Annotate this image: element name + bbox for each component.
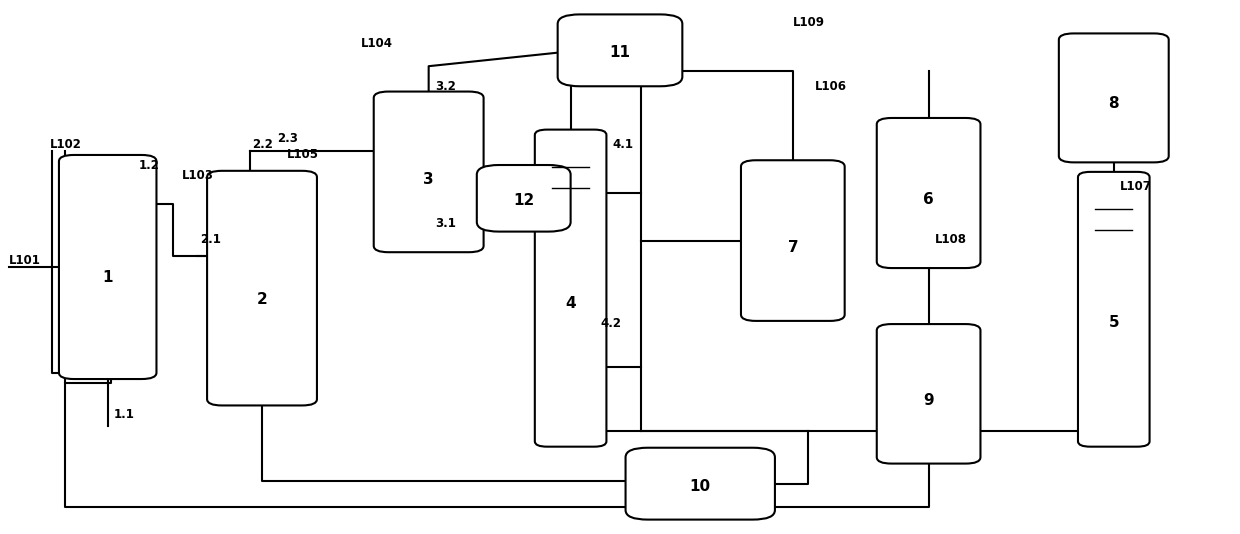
Text: 9: 9 [924, 392, 934, 407]
FancyBboxPatch shape [558, 14, 682, 87]
Text: 2.3: 2.3 [277, 132, 298, 145]
FancyBboxPatch shape [742, 160, 844, 321]
Text: 5: 5 [1109, 315, 1118, 330]
Text: L106: L106 [815, 80, 847, 92]
FancyBboxPatch shape [373, 91, 484, 252]
Text: L108: L108 [935, 233, 967, 246]
Text: L102: L102 [50, 138, 82, 151]
Text: 11: 11 [610, 45, 630, 60]
Text: L107: L107 [1120, 180, 1152, 193]
Text: 7: 7 [787, 240, 799, 255]
Text: 4.2: 4.2 [600, 317, 621, 331]
FancyBboxPatch shape [1059, 34, 1169, 162]
Text: 2: 2 [257, 292, 268, 307]
Text: 8: 8 [1109, 96, 1118, 111]
Text: L101: L101 [9, 254, 41, 267]
FancyBboxPatch shape [625, 447, 775, 520]
Text: 3.2: 3.2 [435, 80, 456, 92]
Text: 10: 10 [689, 479, 711, 494]
Text: 3.1: 3.1 [435, 217, 456, 230]
Text: 4.1: 4.1 [613, 138, 634, 151]
Text: 6: 6 [924, 192, 934, 207]
Text: L109: L109 [792, 16, 825, 29]
FancyBboxPatch shape [1078, 172, 1149, 446]
FancyBboxPatch shape [534, 130, 606, 446]
Text: 2.1: 2.1 [200, 233, 221, 246]
Text: 1.2: 1.2 [139, 159, 160, 172]
FancyBboxPatch shape [877, 118, 981, 268]
Text: 1.1: 1.1 [114, 409, 135, 421]
Text: 3: 3 [423, 172, 434, 187]
FancyBboxPatch shape [477, 165, 570, 232]
Text: 4: 4 [565, 296, 575, 311]
Text: L104: L104 [361, 37, 393, 50]
FancyBboxPatch shape [877, 324, 981, 464]
FancyBboxPatch shape [207, 171, 317, 405]
Text: L105: L105 [286, 148, 319, 161]
Text: 1: 1 [103, 270, 113, 285]
Text: 2.2: 2.2 [252, 138, 273, 151]
FancyBboxPatch shape [60, 155, 156, 379]
Text: L103: L103 [182, 169, 213, 183]
Text: 12: 12 [513, 193, 534, 208]
